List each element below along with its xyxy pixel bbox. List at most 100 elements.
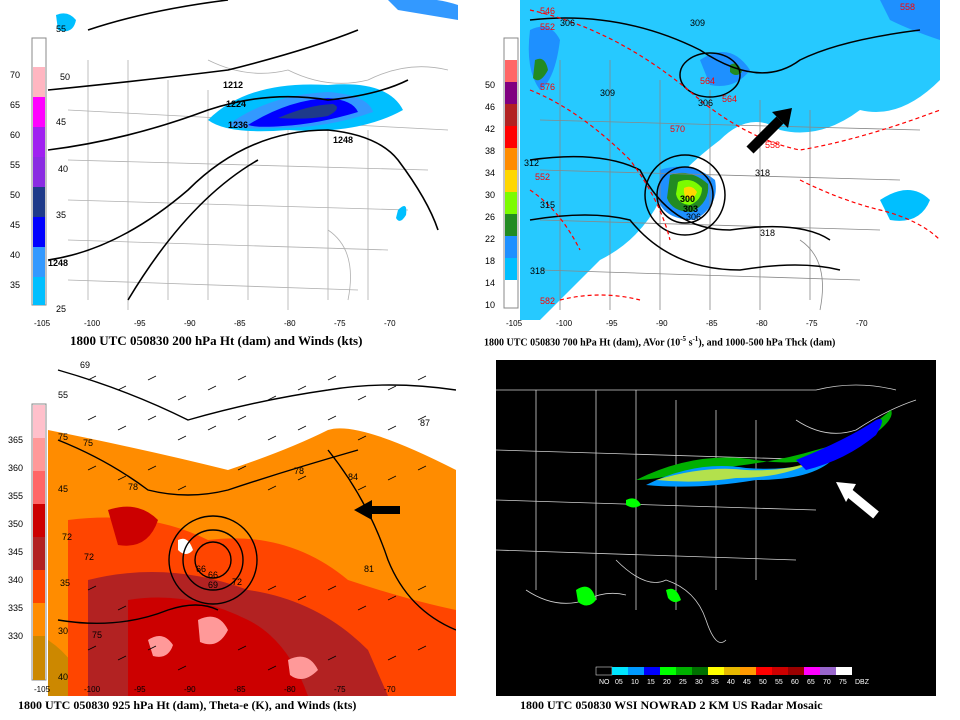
height-contours [529,17,921,271]
thickness-label: 546 [540,6,555,16]
lon-label: -70 [384,685,396,694]
lon-label: -105 [506,319,523,328]
lon-label: -105 [34,685,51,694]
legend-value: 55 [10,160,21,170]
legend-value: 30 [485,190,496,200]
thickness-label: 564 [722,94,737,104]
height-label: 303 [683,204,698,214]
dbz-label: 20 [663,679,671,686]
legend-value: 35 [10,280,21,290]
dbz-label: 05 [615,679,623,686]
dbz-label: 70 [823,679,831,686]
jet-streak [56,0,458,221]
height-label: 66 [196,564,206,574]
caption-700hpa-end: ), and 1000-500 hPa Thck (dam) [698,337,836,349]
thickness-labels: 546 552 558 564 570 576 564 558 552 582 [535,2,915,306]
thickness-label: 576 [540,82,555,92]
radar-echoes [576,410,892,606]
legend-925hpa [31,403,47,681]
lon-label: -100 [84,319,101,328]
height-label: 84 [348,472,358,482]
speed-label: 45 [58,484,68,494]
lon-label: -105 [34,319,51,328]
thickness-label: 582 [540,296,555,306]
legend-values-700hpa: 50 46 42 38 34 30 26 22 18 14 10 [485,74,503,316]
height-label: 318 [530,266,545,276]
legend-value: 38 [485,146,496,156]
height-label: 318 [755,168,770,178]
lon-label: -100 [556,319,573,328]
caption-radar: 1800 UTC 050830 WSI NOWRAD 2 KM US Radar… [520,698,823,712]
thickness-contours [529,9,940,301]
panel-925hpa: 69 75 78 84 87 72 66 69 72 75 81 78 75 7… [28,360,456,696]
legend-value: 22 [485,234,496,244]
dbz-label: NO [599,679,610,686]
caption-700hpa-mid: s [686,337,693,349]
height-label: 318 [760,228,775,238]
map-925hpa: 69 75 78 84 87 72 66 69 72 75 81 78 75 7… [28,360,456,696]
state-borders [67,59,449,310]
dbz-label: 10 [631,679,639,686]
height-contours [47,0,439,301]
dbz-label: 40 [727,679,735,686]
arrow-radar [836,482,879,519]
height-label: 306 [560,18,575,28]
dbz-label: 45 [743,679,751,686]
speed-label: 45 [56,117,66,127]
dbz-label: 55 [775,679,783,686]
thickness-label: 558 [900,2,915,12]
speed-label: 25 [56,304,66,314]
speed-label: 40 [58,672,68,682]
height-label: 87 [420,418,430,428]
dbz-label: 65 [807,679,815,686]
lon-label: -90 [184,685,196,694]
height-label: 300 [680,194,695,204]
height-label: 1212 [223,80,243,90]
legend-value: 46 [485,102,496,112]
height-label: 1236 [228,120,248,130]
lon-label: -95 [606,319,618,328]
legend-value: 10 [485,300,496,310]
lon-axis: -105 -100 -95 -90 -85 -80 -75 -70 [506,319,868,328]
speed-label: 55 [58,390,68,400]
speed-label: 50 [60,72,70,82]
height-contours [57,369,456,631]
legend-value: 34 [485,168,496,178]
dbz-label: 60 [791,679,799,686]
height-label: 75 [58,432,68,442]
legend-value: 65 [10,100,21,110]
legend-value: 70 [10,70,21,80]
thickness-label: 570 [670,124,685,134]
thickness-label: 552 [535,172,550,182]
lon-label: -75 [806,319,818,328]
dbz-label: 50 [759,679,767,686]
height-label: 66 [208,570,218,580]
legend-200hpa [31,37,47,306]
lon-label: -80 [284,685,296,694]
legend-value: 40 [10,250,21,260]
speed-label: 40 [58,164,68,174]
dbz-label: 30 [695,679,703,686]
legend-value: 345 [8,547,24,557]
legend-values-925hpa: 365 360 355 350 345 340 335 330 [8,426,30,650]
height-label: 72 [232,577,242,587]
legend-value: 360 [8,463,24,473]
legend-values-200hpa: 70 65 60 55 50 45 40 35 [10,60,28,300]
legend-value: 18 [485,256,496,266]
lon-label: -70 [384,319,396,328]
dbz-label: 75 [839,679,847,686]
legend-value: 45 [10,220,21,230]
lon-label: -75 [334,685,346,694]
wind-barbs [87,375,427,671]
lon-label: -80 [756,319,768,328]
caption-700hpa-sup2: -1 [692,335,699,343]
legend-value: 42 [485,124,496,134]
height-label: 75 [83,438,93,448]
panel-radar: NO 05 10 15 20 25 30 35 40 45 50 55 60 6… [496,360,936,696]
dbz-label: DBZ [855,679,870,686]
lon-label: -90 [184,319,196,328]
lon-label: -100 [84,685,101,694]
height-label: 315 [540,200,555,210]
map-700hpa: 306 309 309 306 312 315 318 318 318 300 … [500,0,940,330]
legend-value: 330 [8,631,24,641]
